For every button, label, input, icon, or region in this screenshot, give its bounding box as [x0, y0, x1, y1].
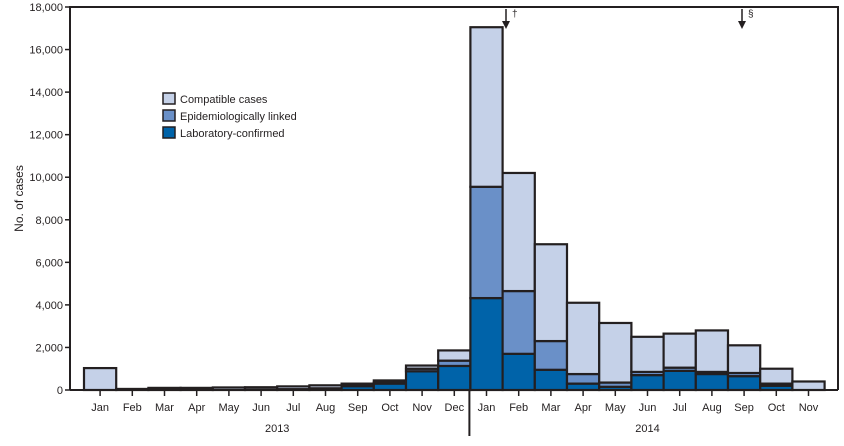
- annotation-symbol: §: [748, 9, 754, 20]
- x-tick-label: Dec: [445, 402, 465, 414]
- x-tick-label: Apr: [575, 402, 592, 414]
- x-tick-label: Nov: [799, 402, 819, 414]
- legend-label: Compatible cases: [180, 94, 268, 106]
- annotation-symbol: †: [512, 9, 518, 20]
- legend-swatch: [162, 92, 176, 105]
- x-tick-label: Aug: [702, 402, 722, 414]
- x-tick-label: Jul: [673, 402, 687, 414]
- bar-compatible-cases-6: [276, 385, 311, 391]
- bar-compatible-cases-20: [726, 344, 762, 375]
- bar-compatible-cases-17: [630, 335, 665, 374]
- bar-laboratory-confirmed-17: [630, 374, 665, 392]
- y-tick-label: 14,000: [29, 87, 63, 99]
- bar-compatible-cases-19: [694, 329, 730, 374]
- bar-compatible-cases-15: [565, 301, 601, 376]
- annotation-arrow-head: [502, 21, 510, 29]
- y-tick-label: 4,000: [35, 300, 63, 312]
- bar-compatible-cases-8: [340, 382, 375, 387]
- y-tick-label: 0: [57, 385, 63, 397]
- bar-compatible-cases-7: [308, 384, 343, 390]
- legend-swatch: [162, 109, 176, 122]
- bar-laboratory-confirmed-11: [437, 364, 472, 392]
- x-tick-label: Jan: [91, 402, 109, 414]
- legend-swatch: [162, 126, 176, 139]
- legend-label: Laboratory-confirmed: [180, 128, 285, 140]
- x-tick-label: Aug: [316, 402, 336, 414]
- x-tick-label: Jun: [639, 402, 657, 414]
- x-tick-label: Oct: [768, 402, 785, 414]
- bar-laboratory-confirmed-20: [726, 375, 762, 392]
- x-tick-label: Mar: [541, 402, 560, 414]
- bar-laboratory-confirmed-19: [694, 372, 730, 392]
- y-tick-label: 10,000: [29, 172, 63, 184]
- bar-epidemiologically-linked-13: [501, 289, 536, 355]
- annotation-arrow-head: [738, 21, 746, 29]
- bar-compatible-cases-12: [469, 26, 504, 188]
- x-tick-label: Jun: [252, 402, 270, 414]
- x-tick-label: Jul: [286, 402, 300, 414]
- y-tick-label: 18,000: [29, 2, 63, 14]
- x-tick-label: Feb: [123, 402, 142, 414]
- bar-compatible-cases-10: [404, 364, 440, 370]
- bar-compatible-cases-22: [791, 380, 826, 392]
- year-label: 2014: [635, 423, 659, 435]
- bar-compatible-cases-11: [437, 349, 472, 362]
- x-tick-label: Sep: [734, 402, 754, 414]
- y-tick-label: 16,000: [29, 45, 63, 57]
- bar-epidemiologically-linked-12: [469, 185, 504, 300]
- y-tick-label: 6,000: [35, 257, 63, 269]
- bar-compatible-cases-13: [501, 171, 536, 293]
- x-tick-label: Apr: [188, 402, 205, 414]
- x-tick-label: Jan: [478, 402, 496, 414]
- bar-laboratory-confirmed-18: [662, 369, 697, 392]
- y-tick-label: 12,000: [29, 130, 63, 142]
- bar-compatible-cases-16: [598, 321, 633, 384]
- y-tick-label: 8,000: [35, 215, 63, 227]
- legend-label: Epidemiologically linked: [180, 111, 297, 123]
- y-tick-label: 2,000: [35, 342, 63, 354]
- year-label: 2013: [265, 423, 289, 435]
- bar-compatible-cases-14: [533, 243, 569, 343]
- x-tick-label: Mar: [155, 402, 174, 414]
- x-tick-label: Oct: [381, 402, 398, 414]
- y-axis-label: No. of cases: [12, 165, 26, 232]
- bar-laboratory-confirmed-12: [469, 296, 504, 392]
- x-tick-label: Feb: [509, 402, 528, 414]
- bar-laboratory-confirmed-14: [533, 368, 569, 392]
- bar-compatible-cases-0: [82, 366, 118, 392]
- x-tick-label: Nov: [412, 402, 432, 414]
- bar-laboratory-confirmed-10: [404, 370, 440, 392]
- x-tick-label: May: [219, 402, 240, 414]
- bar-compatible-cases-18: [662, 332, 697, 369]
- bar-compatible-cases-21: [759, 367, 794, 385]
- x-tick-label: May: [605, 402, 626, 414]
- bar-epidemiologically-linked-15: [565, 372, 601, 385]
- bar-compatible-cases-9: [372, 379, 408, 384]
- x-tick-label: Sep: [348, 402, 368, 414]
- bar-laboratory-confirmed-13: [501, 352, 536, 392]
- bar-epidemiologically-linked-14: [533, 339, 569, 371]
- plot-frame: [69, 6, 839, 390]
